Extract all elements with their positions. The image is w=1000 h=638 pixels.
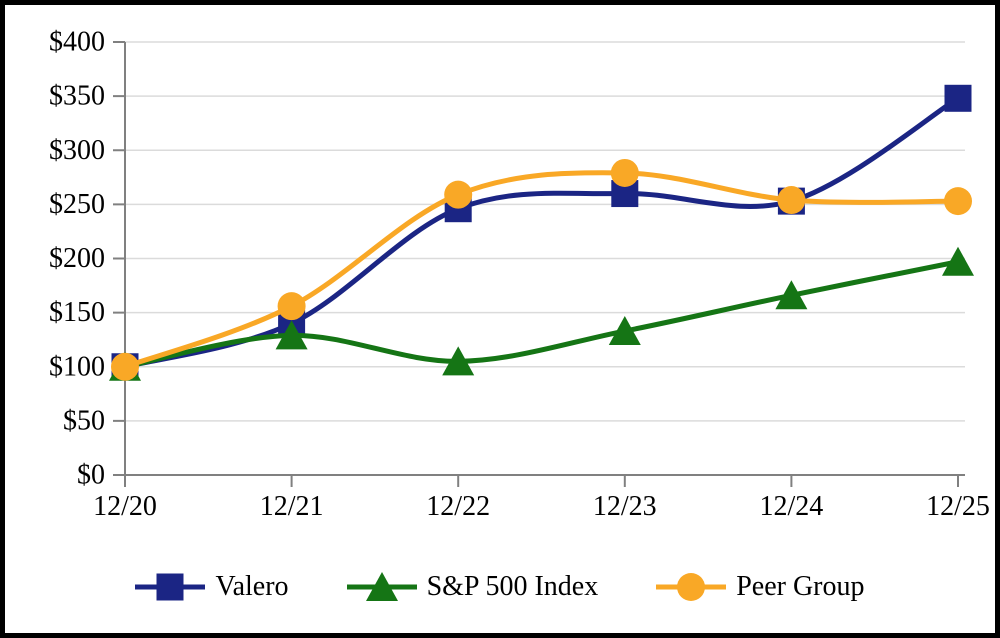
series-marker-s-p-500-index xyxy=(608,316,641,346)
x-axis-label: 12/21 xyxy=(260,491,324,522)
y-axis-label: $0 xyxy=(77,460,105,491)
legend-marker-square-icon xyxy=(135,573,206,601)
legend-item-valero: Valero xyxy=(135,569,289,605)
y-axis-label: $300 xyxy=(49,135,105,166)
series-marker-valero xyxy=(944,84,972,112)
y-axis-label: $50 xyxy=(63,405,105,436)
y-axis-label: $150 xyxy=(49,297,105,328)
legend-marker-triangle-icon xyxy=(346,572,417,601)
series-marker-peer-group xyxy=(777,186,806,215)
y-axis-label: $250 xyxy=(49,189,105,220)
series-marker-peer-group xyxy=(277,292,306,321)
series-marker-s-p-500-index xyxy=(442,346,475,376)
series-marker-s-p-500-index xyxy=(275,320,308,350)
x-axis-label: 12/25 xyxy=(926,491,990,522)
y-axis-label: $200 xyxy=(49,243,105,274)
x-axis-label: 12/22 xyxy=(426,491,490,522)
series-marker-peer-group xyxy=(610,158,639,187)
x-axis-label: 12/23 xyxy=(593,491,657,522)
series-line-valero xyxy=(122,95,961,370)
legend-item-s-p-500-index: S&P 500 Index xyxy=(346,569,599,605)
series-marker-peer-group xyxy=(944,187,972,216)
series-marker-peer-group xyxy=(111,352,139,381)
legend-label: Valero xyxy=(215,571,289,602)
series-marker-peer-group xyxy=(444,180,473,209)
x-axis-label: 12/24 xyxy=(760,491,824,522)
chart-legend: Valero S&P 500 Index Peer Group xyxy=(0,569,1000,605)
legend-label: S&P 500 Index xyxy=(426,571,599,602)
y-axis-label: $400 xyxy=(49,27,105,58)
y-axis-label: $350 xyxy=(49,81,105,112)
series-line-s-p-500-index xyxy=(122,259,961,370)
legend-marker-circle-icon xyxy=(656,573,727,601)
series-marker-s-p-500-index xyxy=(942,246,974,276)
x-axis-label: 12/20 xyxy=(93,491,157,522)
legend-label: Peer Group xyxy=(736,571,865,602)
series-marker-s-p-500-index xyxy=(775,280,808,310)
y-axis-label: $100 xyxy=(49,351,105,382)
legend-item-peer-group: Peer Group xyxy=(656,569,865,605)
